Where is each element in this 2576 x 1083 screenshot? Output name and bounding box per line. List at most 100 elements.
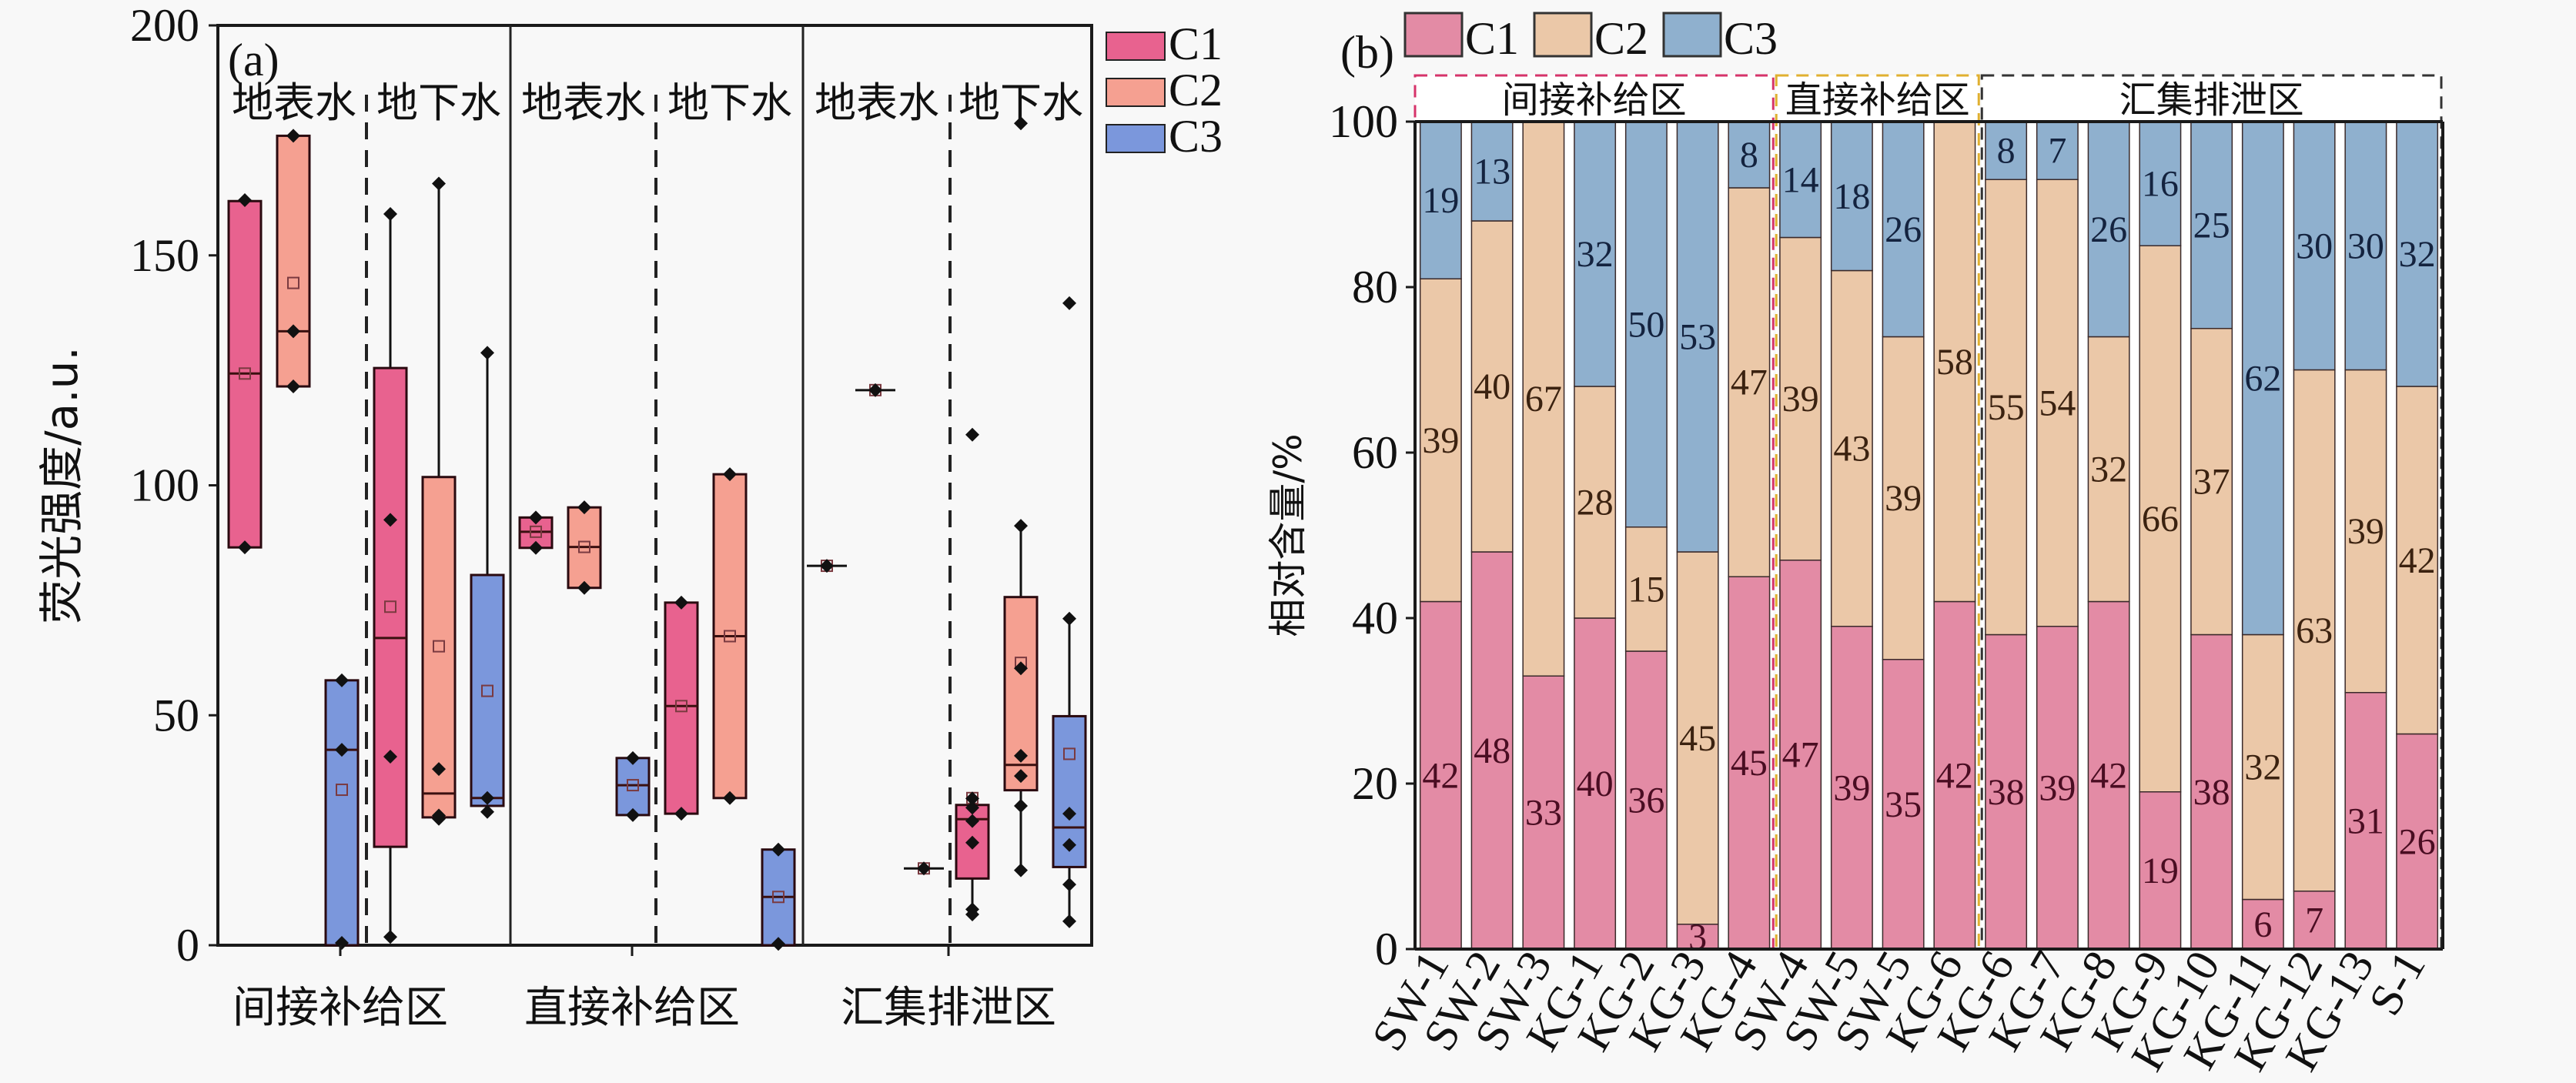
- panel-b-x-ticks: SW-1SW-2SW-3KG-1KG-2KG-3KG-4SW-4SW-5SW-5…: [1362, 943, 2435, 1079]
- bar-value-label: 39: [1422, 420, 1459, 461]
- bar-segment-c2: [1830, 269, 1873, 627]
- bar-segment-c2: [1574, 386, 1617, 619]
- bar-value-label: 40: [1474, 366, 1510, 407]
- data-point: [965, 907, 979, 921]
- box-c1: [373, 206, 408, 944]
- bar-value-label: 39: [1885, 478, 1922, 519]
- bar-segment-c3: [2293, 121, 2336, 371]
- data-point: [1014, 116, 1028, 131]
- box-iqr: [421, 476, 457, 819]
- bar-value-label: 32: [1577, 234, 1614, 275]
- water-type-label: 地下水: [667, 79, 792, 127]
- bar-stack: 42 58: [1933, 121, 1976, 950]
- panel-a-x-ticks: 间接补给区 直接补给区 汇集排泄区: [233, 945, 1056, 1033]
- x-tick-label: S-1: [2359, 943, 2435, 1024]
- bar-segment-c1: [2139, 791, 2182, 950]
- bar-value-label: 26: [2399, 821, 2436, 862]
- bar-value-label: 47: [1731, 363, 1768, 403]
- bar-segment-c2: [2396, 386, 2439, 735]
- data-point: [432, 762, 446, 777]
- y-tick-label: 80: [1352, 262, 1398, 313]
- bar-segment-c2: [2344, 369, 2387, 694]
- bar-stack: 31 39 30: [2344, 121, 2387, 950]
- bar-segment-c2: [1779, 236, 1822, 561]
- data-point: [674, 595, 688, 610]
- bar-value-label: 19: [2142, 851, 2179, 891]
- bar-value-label: 31: [2347, 801, 2384, 841]
- bar-segment-c3: [1985, 121, 2028, 180]
- data-point: [1014, 769, 1028, 784]
- bar-value-label: 53: [1679, 317, 1716, 358]
- bar-value-label: 30: [2296, 226, 2333, 266]
- bar-value-label: 45: [1679, 718, 1716, 759]
- data-point: [1062, 877, 1076, 892]
- bar-segment-c3: [2396, 121, 2439, 387]
- box-c1: [664, 595, 699, 821]
- legend-label-c2: C2: [1169, 65, 1223, 115]
- bar-stack: 19 66 16: [2139, 121, 2182, 950]
- bar-value-label: 16: [2142, 164, 2179, 205]
- bar-segment-c2: [1728, 187, 1771, 577]
- legend-label-c1: C1: [1465, 13, 1519, 64]
- bar-segment-c3: [1574, 121, 1617, 387]
- bar-segment-c2: [1882, 336, 1925, 660]
- bar-value-label: 63: [2296, 610, 2333, 651]
- bar-segment-c1: [1419, 600, 1462, 950]
- bar-value-label: 39: [1782, 379, 1819, 419]
- bar-value-label: 67: [1525, 379, 1562, 419]
- data-point: [1062, 914, 1076, 928]
- bar-value-label: 50: [1628, 304, 1664, 345]
- legend-label-c1: C1: [1169, 18, 1223, 69]
- panel-a-dividers: [365, 25, 952, 945]
- bar-value-label: 32: [2090, 450, 2127, 490]
- bar-value-label: 33: [1525, 793, 1562, 834]
- x-category-label: 间接补给区: [233, 983, 448, 1033]
- bar-stack: 38 55 8: [1985, 121, 2028, 950]
- bar-value-label: 38: [1988, 772, 2025, 813]
- data-point: [1014, 798, 1028, 813]
- bar-value-label: 6: [2253, 904, 2272, 945]
- bar-value-label: 42: [2399, 540, 2436, 581]
- bar-value-label: 32: [2399, 234, 2436, 275]
- data-point: [626, 750, 640, 765]
- data-point: [1014, 748, 1028, 763]
- box-iqr: [470, 573, 505, 807]
- bar-value-label: 26: [1885, 209, 1922, 250]
- box-c2: [421, 176, 457, 826]
- bar-value-label: 19: [1422, 180, 1459, 221]
- data-point: [965, 427, 979, 442]
- bar-stack: 45 47 8: [1728, 121, 1771, 950]
- box-iqr: [276, 134, 311, 388]
- bar-value-label: 42: [1422, 755, 1459, 796]
- bar-stack: 26 42 32: [2396, 121, 2439, 950]
- bar-stack: 33 67: [1522, 121, 1565, 950]
- box-c2: [855, 383, 895, 397]
- data-point: [868, 383, 882, 397]
- data-point: [965, 814, 979, 828]
- mean-marker: [724, 630, 736, 643]
- bar-value-label: 39: [2347, 511, 2384, 552]
- y-tick-label: 0: [176, 920, 199, 971]
- bar-segment-c1: [2087, 600, 2130, 950]
- bar-stack: 6 32 62: [2241, 121, 2284, 950]
- box-iqr: [373, 366, 408, 848]
- data-point: [577, 500, 591, 515]
- legend-label-c3: C3: [1724, 13, 1778, 64]
- data-point: [335, 936, 349, 951]
- bar-segment-c2: [1933, 121, 1976, 603]
- bar-segment-c2: [2087, 336, 2130, 603]
- bar-segment-c1: [1470, 551, 1514, 950]
- y-tick-label: 100: [130, 460, 199, 511]
- bar-value-label: 7: [2048, 131, 2066, 172]
- bar-stack: 39 43 18: [1830, 121, 1873, 950]
- box-c2: [276, 129, 311, 394]
- box-iqr: [615, 757, 651, 817]
- bar-value-label: 37: [2193, 462, 2230, 503]
- bar-stack: 7 63 30: [2293, 121, 2336, 950]
- water-type-label: 地下水: [376, 79, 501, 127]
- bar-segment-c1: [2344, 692, 2387, 950]
- bar-stack: 38 37 25: [2190, 121, 2233, 950]
- box-c1: [518, 510, 554, 555]
- box-c3: [904, 861, 944, 876]
